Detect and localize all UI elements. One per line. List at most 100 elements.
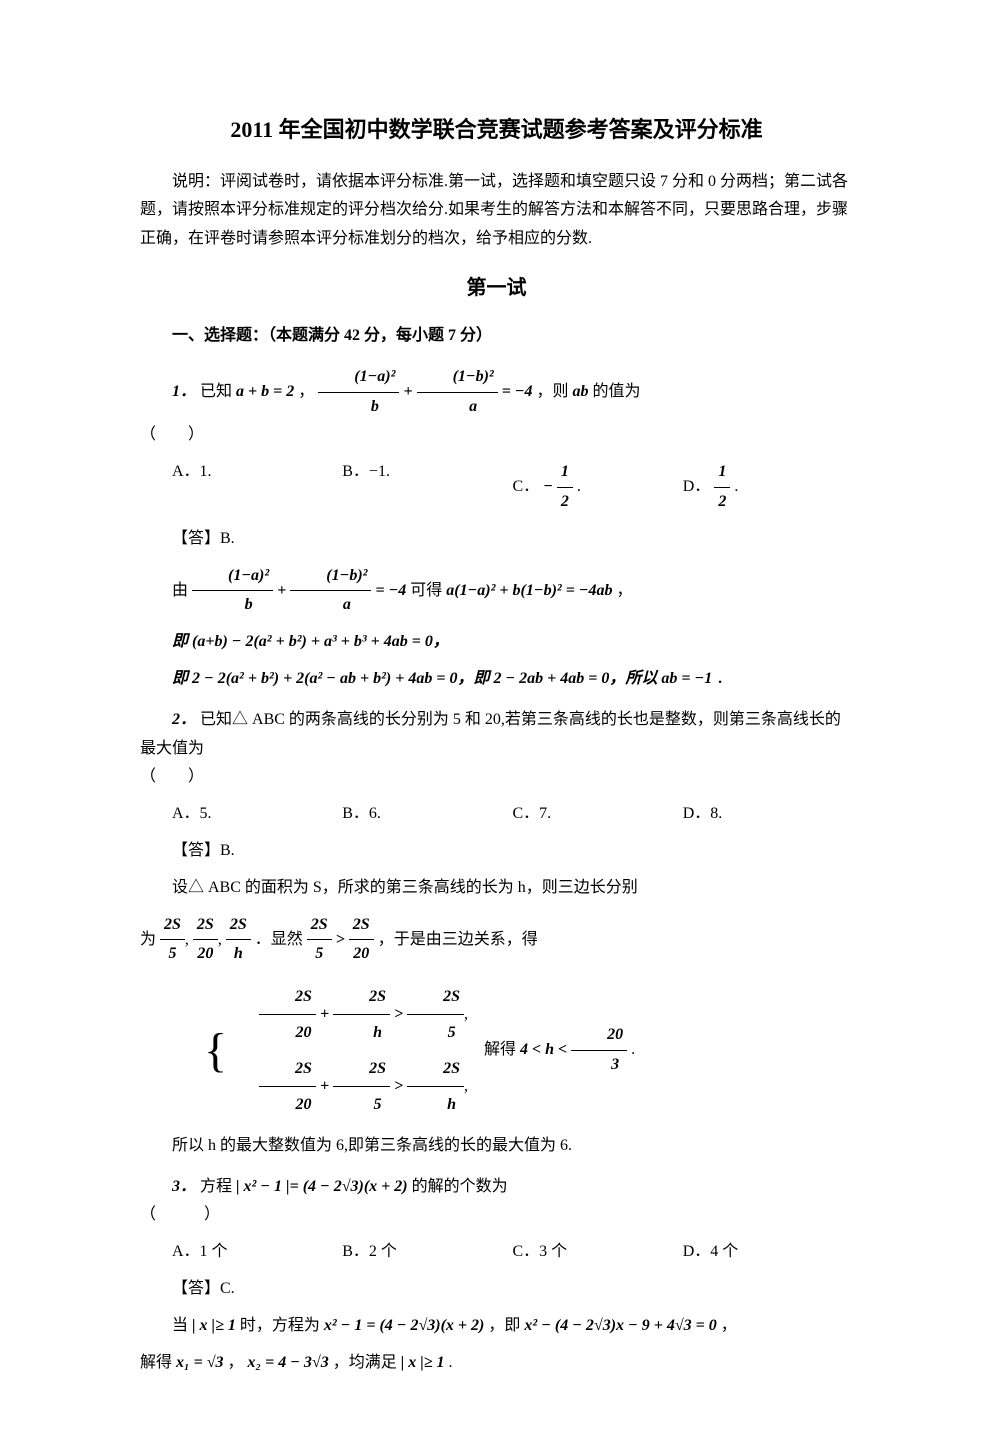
p1-cond1: a + b = 2	[236, 383, 294, 400]
p2c1gt: >	[394, 1005, 403, 1022]
document-title: 2011 年全国初中数学联合竞赛试题参考答案及评分标准	[140, 110, 853, 150]
p2-f4d: 5	[307, 940, 332, 969]
p2-f5d: 20	[349, 940, 374, 969]
p2-cases-brace: { 2S20 + 2Sh > 2S5, 2S20 + 2S5 > 2Sh,	[172, 979, 468, 1122]
p2-f1n: 2S	[160, 911, 185, 941]
p1-options: A．1. B．−1. C． − 1 2 . D． 1 2 .	[172, 458, 853, 517]
p2-f4n: 2S	[307, 911, 332, 941]
p2-f3d: h	[226, 940, 251, 969]
p3-s1eq1: x² − 1 = (4 − 2√3)(x + 2)	[324, 1317, 485, 1334]
section-1-title: 第一试	[140, 270, 853, 306]
p1-optc-label: C．	[513, 478, 540, 495]
p1-solution-2: 即 (a+b) − 2(a² + b²) + a³ + b³ + 4ab = 0…	[140, 628, 853, 657]
p2c1f3n: 2S	[407, 979, 464, 1015]
p2-paren: （ ）	[140, 763, 853, 792]
p1-sol-frac2: (1−b)² a	[290, 562, 371, 621]
p3-s1p4: ，	[721, 1317, 737, 1334]
p3-solution-2: 解得 x₁ = √3 ， x₂ = 4 − 3√3 ，均满足 | x |≥ 1 …	[140, 1349, 853, 1378]
p1-sol-f2n: (1−b)²	[290, 562, 371, 592]
p3-option-c: C．3 个	[513, 1238, 683, 1267]
p2-option-c: C．7.	[513, 800, 683, 829]
p1-solution-3: 即 2 − 2(a² + b²) + 2(a² − ab + b²) + 4ab…	[140, 665, 853, 694]
problem-2: 2． 已知△ ABC 的两条高线的长分别为 5 和 20,若第三条高线的长也是整…	[140, 706, 853, 1161]
p2-f2n: 2S	[193, 911, 218, 941]
p3-option-a: A．1 个	[172, 1238, 342, 1267]
p1-sol-f1d: b	[192, 591, 273, 620]
problem-3-text: 3． 方程 | x² − 1 |= (4 − 2√3)(x + 2) 的解的个数…	[140, 1173, 853, 1202]
p2-case1: 2S20 + 2Sh > 2S5,	[227, 979, 468, 1050]
p2-text: 已知△ ABC 的两条高线的长分别为 5 和 20,若第三条高线的长也是整数，则…	[140, 711, 841, 757]
p1-plus: +	[403, 383, 416, 400]
p1-sol-f1n: (1−a)²	[192, 562, 273, 592]
part-1-heading: 一、选择题：（本题满分 42 分，每小题 7 分）	[140, 322, 853, 351]
p1-optd-den: 2	[714, 488, 730, 517]
p1-optd-period: .	[734, 478, 738, 495]
p1-sol-comma: ，	[617, 582, 633, 599]
p2-solution-1: 设△ ABC 的面积为 S，所求的第三条高线的长为 h，则三边长分别	[140, 874, 853, 903]
p2c2f2d: 5	[333, 1087, 390, 1122]
p1-sol-frac1: (1−a)² b	[192, 562, 273, 621]
p2c1f1d: 20	[259, 1015, 316, 1050]
p1-frac2-num: (1−b)²	[417, 363, 498, 393]
p2-rn: 20	[571, 1021, 627, 1051]
p1-optc-neg: −	[543, 478, 553, 495]
p2-rd: 3	[571, 1051, 627, 1080]
p1-sol3-p3: ．	[716, 670, 732, 687]
problem-1: 1． 已知 a + b = 2 ， (1−a)² b + (1−b)² a = …	[140, 363, 853, 694]
p1-frac1-den: b	[318, 393, 399, 422]
problem-1-number: 1．	[172, 383, 196, 400]
p3-option-d: D．4 个	[683, 1238, 853, 1267]
p1-paren: （ ）	[140, 421, 853, 450]
p2-cases: { 2S20 + 2Sh > 2S5, 2S20 + 2S5 > 2Sh,	[140, 979, 853, 1122]
instructions-text: 说明：评阅试卷时，请依据本评分标准.第一试，选择题和填空题只设 7 分和 0 分…	[140, 168, 853, 254]
p1-prefix: 已知	[200, 383, 236, 400]
p1-mid: ，	[298, 383, 314, 400]
p1-sol3-p2: ab = −1	[661, 670, 712, 687]
p3-options: A．1 个 B．2 个 C．3 个 D．4 个	[172, 1238, 853, 1267]
p2-solution-3: 所以 h 的最大整数值为 6,即第三条高线的长的最大值为 6.	[140, 1132, 853, 1161]
problem-2-text: 2． 已知△ ABC 的两条高线的长分别为 5 和 20,若第三条高线的长也是整…	[140, 706, 853, 764]
p2c2f1d: 20	[259, 1087, 316, 1122]
p2-gt1: >	[336, 931, 345, 948]
p3-paren: （ ）	[140, 1201, 853, 1230]
p3-option-b: B．2 个	[342, 1238, 512, 1267]
problem-1-text: 1． 已知 a + b = 2 ， (1−a)² b + (1−b)² a = …	[140, 363, 853, 422]
problem-2-number: 2．	[172, 711, 196, 728]
p3-s1eq2: x² − (4 − 2√3)x − 9 + 4√3 = 0	[524, 1317, 716, 1334]
p3-x2: x₂ = 4 − 3√3	[248, 1354, 329, 1371]
p2-solution-2: 为 2S5, 2S20, 2Sh ．显然 2S5 > 2S20 ，于是由三边关系…	[140, 911, 853, 970]
p1-option-d: D． 1 2 .	[683, 458, 853, 517]
p3-s1p1: 当	[172, 1317, 192, 1334]
p2c2f3n: 2S	[407, 1051, 464, 1087]
brace-icon: {	[172, 1027, 227, 1075]
p1-frac1: (1−a)² b	[318, 363, 399, 422]
p2c2f3d: h	[407, 1087, 464, 1122]
p1-end: 的值为	[593, 383, 641, 400]
p2-sol2-suffix: ，于是由三边关系，得	[378, 931, 538, 948]
p3-prefix: 方程	[200, 1178, 236, 1195]
p2-f5n: 2S	[349, 911, 374, 941]
p1-sol-plus: +	[277, 582, 290, 599]
p2c1f2d: h	[333, 1015, 390, 1050]
p1-frac2-den: a	[417, 393, 498, 422]
p2-option-b: B．6.	[342, 800, 512, 829]
p3-s2cond: | x |≥ 1	[401, 1354, 445, 1371]
p2-options: A．5. B．6. C．7. D．8.	[172, 800, 853, 829]
p1-solution-1: 由 (1−a)² b + (1−b)² a = −4 可得 a(1−a)² + …	[140, 562, 853, 621]
p2-f3n: 2S	[226, 911, 251, 941]
p1-optc-period: .	[577, 478, 581, 495]
p1-answer: 【答】B.	[140, 525, 853, 554]
p1-eq4: = −4	[502, 383, 533, 400]
problem-3: 3． 方程 | x² − 1 |= (4 − 2√3)(x + 2) 的解的个数…	[140, 1173, 853, 1378]
p1-sol3-p1: 即 2 − 2(a² + b²) + 2(a² − ab + b²) + 4ab…	[172, 670, 661, 687]
p3-s2p4: .	[449, 1354, 453, 1371]
p1-option-b: B．−1.	[342, 458, 512, 517]
p3-x1l: x₁ =	[176, 1354, 207, 1371]
p2-sol2-mid: ．显然	[255, 931, 307, 948]
p2c2f2n: 2S	[333, 1051, 390, 1087]
p1-optd-label: D．	[683, 478, 711, 495]
p3-eq: | x² − 1 |= (4 − 2√3)(x + 2)	[236, 1178, 408, 1195]
p3-s2p2: ，	[228, 1354, 244, 1371]
p2c1f2n: 2S	[333, 979, 390, 1015]
p1-optc-num: 1	[557, 458, 573, 488]
